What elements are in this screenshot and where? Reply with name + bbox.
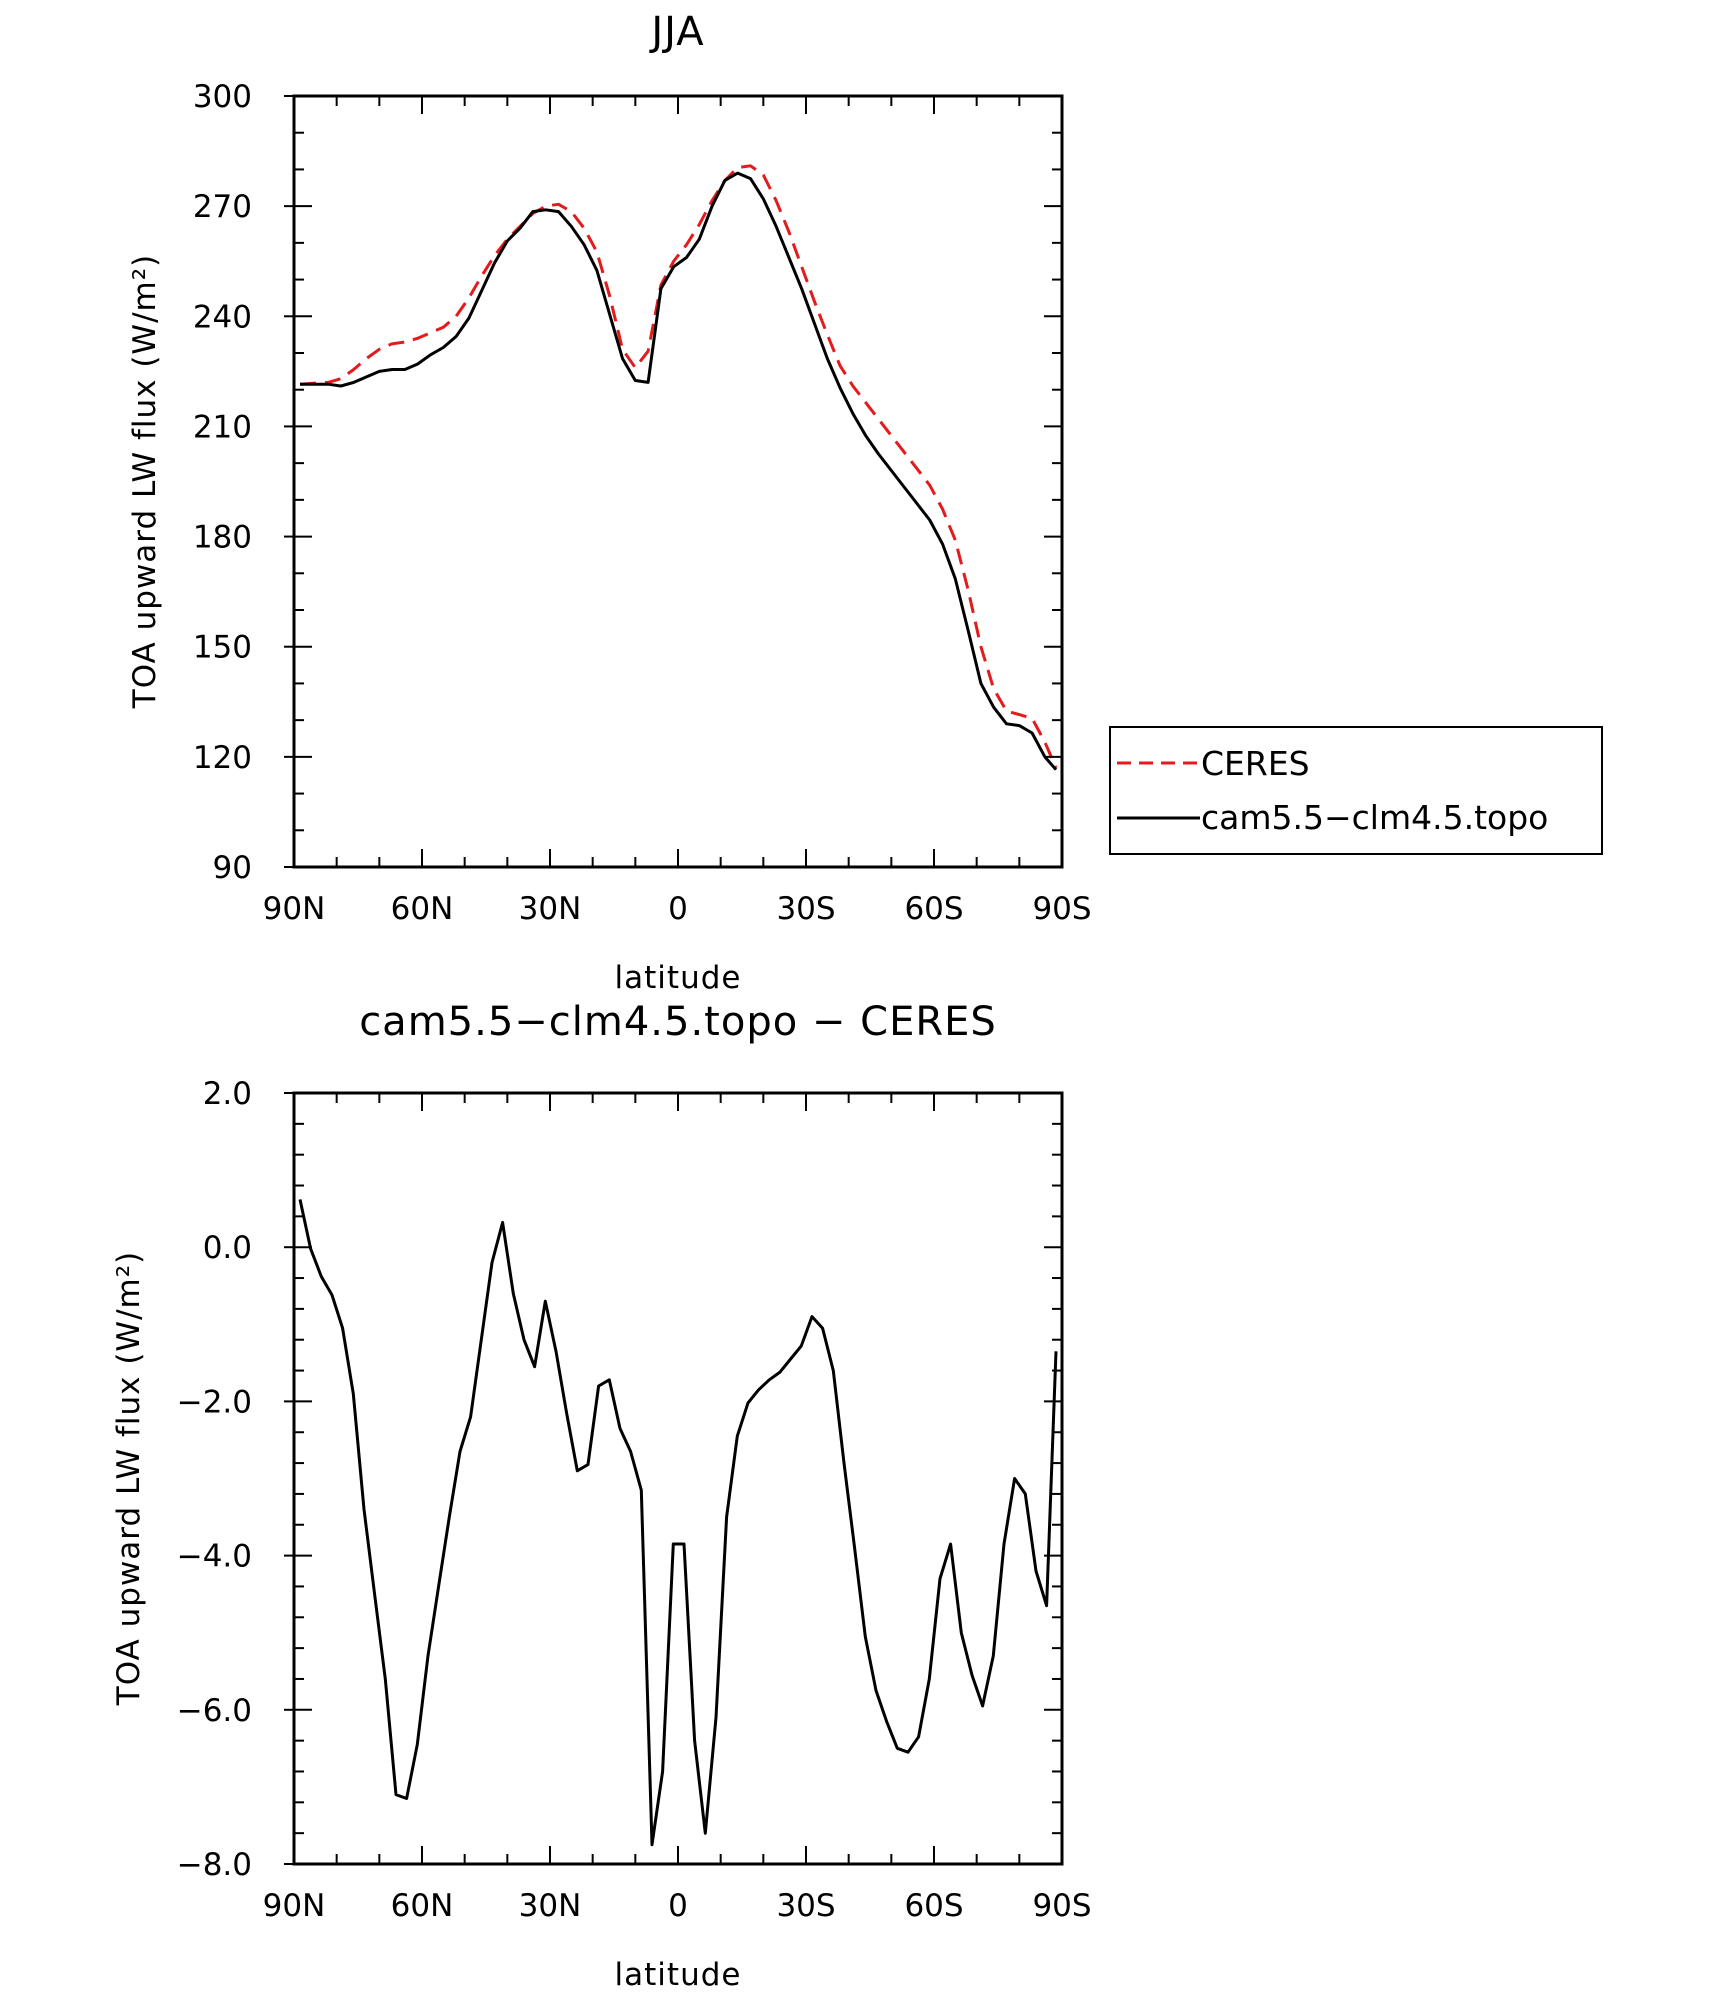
- x-tick-label: 30S: [776, 891, 835, 927]
- plot-area-top: 90N 60N 30N 0 30S 60S 90S 90 120 150 180 210 240 270 3…: [193, 79, 1092, 927]
- y-tick-label: 0.0: [203, 1230, 252, 1266]
- y-tick-label: 120: [193, 740, 252, 776]
- x-tick-label: 0: [668, 1888, 688, 1924]
- legend-label-model: cam5.5−clm4.5.topo: [1201, 798, 1548, 837]
- x-tick-label: 90N: [263, 891, 326, 927]
- x-tick-label: 30N: [519, 1888, 582, 1924]
- x-axis-label-top: latitude: [615, 960, 742, 996]
- y-tick-label: 210: [193, 409, 252, 445]
- x-axis-label-bottom: latitude: [615, 1957, 742, 1993]
- x-tick-label: 90S: [1032, 891, 1091, 927]
- plot-frame-top: [292, 94, 1064, 869]
- x-tick-label: 60S: [904, 891, 963, 927]
- x-tick-label: 30N: [519, 891, 582, 927]
- x-tick-label: 0: [668, 891, 688, 927]
- y-tick-label: 2.0: [203, 1076, 252, 1112]
- y-tick-label: 90: [213, 850, 252, 886]
- x-tick-label: 90S: [1032, 1888, 1091, 1924]
- panel-title-top: JJA: [648, 9, 704, 55]
- legend-box: [1109, 726, 1603, 855]
- y-axis-label-bottom: TOA upward LW flux (W/m²): [111, 1251, 147, 1706]
- y-axis-label-top: TOA upward LW flux (W/m²): [127, 254, 163, 709]
- panel-bottom: cam5.5−clm4.5.topo − CERES 90N 60N 30N 0 30S…: [111, 999, 1092, 1993]
- panel-top: JJA 90N 60N 30N 0 30S 60S 90S 90 120 150 180 210 240…: [127, 9, 1603, 996]
- y-tick-label: 180: [193, 520, 252, 556]
- y-tick-label: −6.0: [177, 1693, 252, 1729]
- y-tick-label: −8.0: [177, 1847, 252, 1883]
- y-tick-label: 270: [193, 189, 252, 225]
- legend: CERES cam5.5−clm4.5.topo: [1109, 726, 1603, 855]
- legend-label-ceres: CERES: [1201, 744, 1310, 783]
- y-tick-label: −4.0: [177, 1539, 252, 1575]
- series-line-cam5-5-clm4-5-topo-top: [300, 171, 1058, 771]
- series-line-ceres-top: [299, 164, 1058, 769]
- y-tick-label: 150: [193, 630, 252, 666]
- plot-area-bottom: 90N 60N 30N 0 30S 60S 90S −8.0 −6.0 −4.0 −2.0 0.0 2.…: [177, 1076, 1092, 1924]
- x-tick-label: 60S: [904, 1888, 963, 1924]
- panel-title-bottom: cam5.5−clm4.5.topo − CERES: [359, 999, 997, 1045]
- y-tick-label: 240: [193, 299, 252, 335]
- x-tick-label: 90N: [263, 1888, 326, 1924]
- series-line-difference-bottom: [298, 1199, 1058, 1847]
- x-tick-label: 30S: [776, 1888, 835, 1924]
- y-tick-label: −2.0: [177, 1384, 252, 1420]
- plot-frame-bottom: [292, 1091, 1064, 1866]
- x-tick-label: 60N: [391, 1888, 454, 1924]
- y-tick-label: 300: [193, 79, 252, 115]
- x-tick-label: 60N: [391, 891, 454, 927]
